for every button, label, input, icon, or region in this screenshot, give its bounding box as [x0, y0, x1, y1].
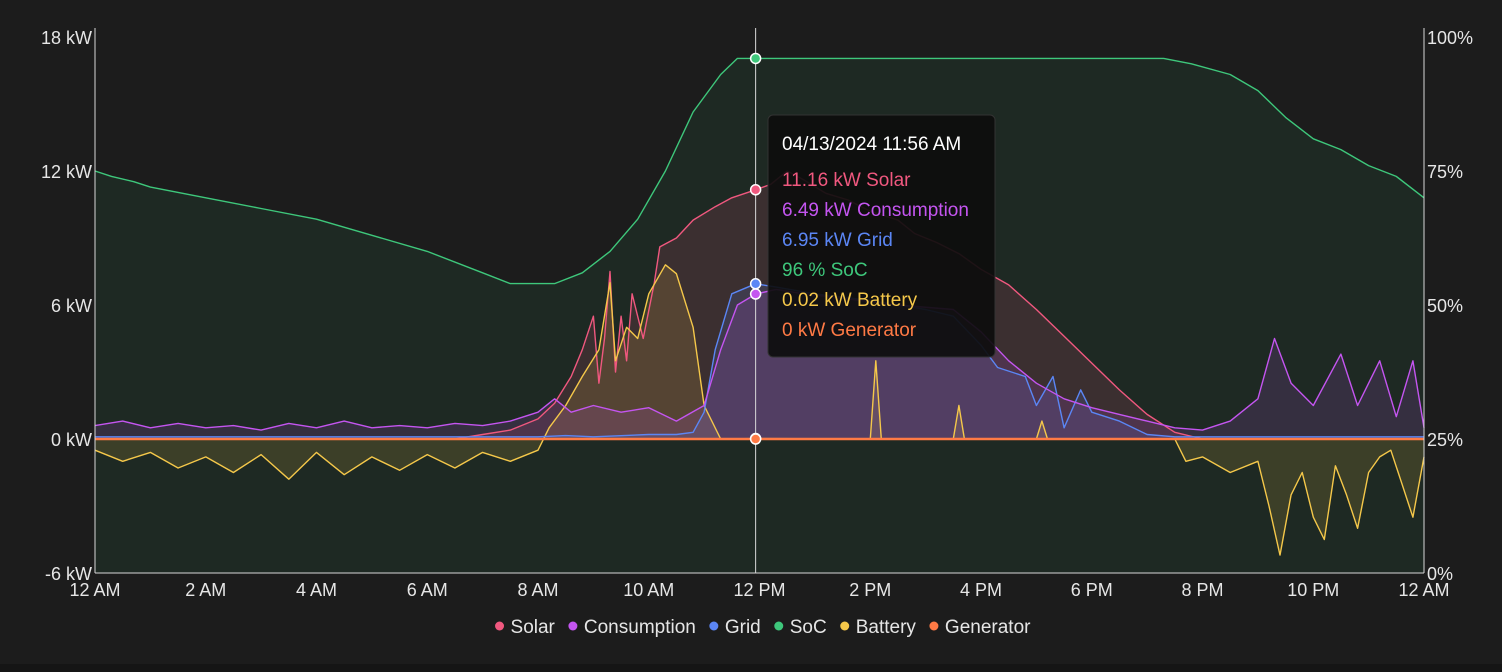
x-tick-label: 12 AM: [1398, 580, 1449, 600]
y-right-tick-label: 25%: [1427, 430, 1463, 450]
legend: Solar Consumption Grid SoC Battery Generator: [495, 617, 1031, 638]
y-left-tick-label: 12 kW: [41, 162, 92, 182]
tooltip-box: [767, 114, 996, 358]
legend-label: Solar: [511, 617, 556, 638]
legend-dot-icon: [774, 621, 784, 631]
hover-marker-grid: [749, 278, 762, 290]
legend-label: Consumption: [584, 617, 696, 638]
x-tick-label: 4 AM: [296, 580, 337, 600]
series-line-soc: [94, 57, 1425, 285]
series-fill-grid: [95, 283, 1424, 439]
y-left-tick-label: 18 kW: [41, 28, 92, 48]
x-tick-label: 10 PM: [1287, 580, 1339, 600]
tooltip-time: 04/13/2024 11:56 AM: [782, 134, 961, 155]
legend-item-solar[interactable]: Solar: [495, 617, 556, 638]
legend-item-soc[interactable]: SoC: [774, 617, 827, 638]
x-tick-label: 6 AM: [407, 580, 448, 600]
bottom-bar: [0, 664, 1502, 672]
y-left-tick-label: 0 kW: [51, 430, 92, 450]
legend-dot-icon: [929, 621, 939, 631]
y-left-ticks: 18 kW 12 kW 6 kW 0 kW -6 kW: [41, 28, 92, 584]
series-fill-solar: [95, 171, 1424, 439]
x-tick-label: 2 PM: [849, 580, 891, 600]
series-fill-consumption: [95, 289, 1424, 439]
legend-item-generator[interactable]: Generator: [929, 617, 1031, 638]
hover-marker-solar: [749, 184, 762, 196]
hover-marker-consumption: [749, 288, 762, 300]
y-left-tick-label: 6 kW: [51, 296, 92, 316]
legend-label: Grid: [725, 617, 761, 638]
x-tick-label: 4 PM: [960, 580, 1002, 600]
legend-dot-icon: [568, 621, 578, 631]
x-tick-label: 8 AM: [517, 580, 558, 600]
tooltip-line-generator: 0 kW Generator: [782, 320, 917, 341]
legend-label: Generator: [945, 617, 1031, 638]
legend-label: SoC: [790, 617, 827, 638]
legend-dot-icon: [840, 621, 850, 631]
series-line-solar: [95, 170, 1424, 440]
legend-item-consumption[interactable]: Consumption: [568, 617, 696, 638]
tooltip-line-soc: 96 % SoC: [782, 260, 868, 281]
legend-dot-icon: [495, 621, 505, 631]
series-line-consumption: [94, 288, 1425, 431]
legend-label: Battery: [856, 617, 917, 638]
tooltip-lines: 11.16 kW Solar 6.49 kW Consumption 6.95 kW…: [782, 170, 969, 341]
tooltip-line-grid: 6.95 kW Grid: [782, 230, 893, 251]
tooltip-line-solar: 11.16 kW Solar: [782, 170, 911, 191]
tooltip: 04/13/2024 11:56 AM 11.16 kW Solar 6.49 k…: [767, 114, 996, 358]
x-tick-label: 8 PM: [1181, 580, 1223, 600]
tooltip-line-consumption: 6.49 kW Consumption: [782, 200, 969, 221]
tooltip-line-battery: 0.02 kW Battery: [782, 290, 918, 311]
legend-item-grid[interactable]: Grid: [709, 617, 761, 638]
x-ticks: 12 AM 2 AM 4 AM 6 AM 8 AM 10 AM 12 PM 2 PM 4 PM 6…: [69, 580, 1449, 600]
series-fill-soc: [95, 58, 1424, 573]
x-tick-label: 10 AM: [623, 580, 674, 600]
legend-dot-icon: [709, 621, 719, 631]
y-right-tick-label: 75%: [1427, 162, 1463, 182]
y-right-tick-label: 100%: [1427, 28, 1473, 48]
series-fills: [95, 58, 1424, 573]
x-tick-label: 2 AM: [185, 580, 226, 600]
legend-item-battery[interactable]: Battery: [840, 617, 916, 638]
y-right-ticks: 100% 75% 50% 25% 0%: [1427, 28, 1473, 584]
hover-marker-soc: [749, 52, 762, 65]
y-left-tick-label: -6 kW: [45, 564, 92, 584]
hover-marker-generator: [749, 433, 762, 445]
x-tick-label: 6 PM: [1071, 580, 1113, 600]
x-tick-label: 12 AM: [69, 580, 120, 600]
x-tick-label: 12 PM: [733, 580, 785, 600]
hover-markers: [749, 52, 762, 445]
y-right-tick-label: 50%: [1427, 296, 1463, 316]
y-right-tick-label: 0%: [1427, 564, 1453, 584]
